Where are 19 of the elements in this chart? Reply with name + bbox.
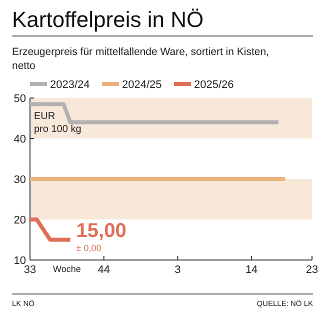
y-tick-label: 20: [14, 214, 26, 226]
annotation: 15,00: [76, 220, 126, 242]
y-tick-label: 50: [14, 93, 26, 105]
x-tick-label: 3: [174, 264, 181, 276]
y-tick-label: 40: [14, 134, 26, 146]
legend-label: 2025/26: [194, 79, 234, 91]
x-axis-title: Woche: [53, 264, 81, 274]
x-tick-label: 44: [98, 264, 110, 276]
y-axis-title: EUR pro 100 kg: [34, 111, 82, 135]
annotation: ± 0,00: [76, 242, 102, 253]
x-tick-label: 33: [24, 264, 36, 276]
x-tick-label: 14: [245, 264, 258, 276]
legend-label: 2024/25: [122, 79, 162, 91]
y-tick-label: 10: [14, 255, 26, 267]
legend-label: 2023/24: [50, 79, 90, 91]
chart-subtitle: Erzeugerpreis für mittelfallende Ware, sortiert in Kisten, netto: [12, 46, 269, 72]
chart-title: Kartoffelpreis in NÖ: [12, 7, 204, 32]
y-tick-label: 30: [14, 174, 26, 186]
x-tick-label: 23: [306, 264, 318, 276]
